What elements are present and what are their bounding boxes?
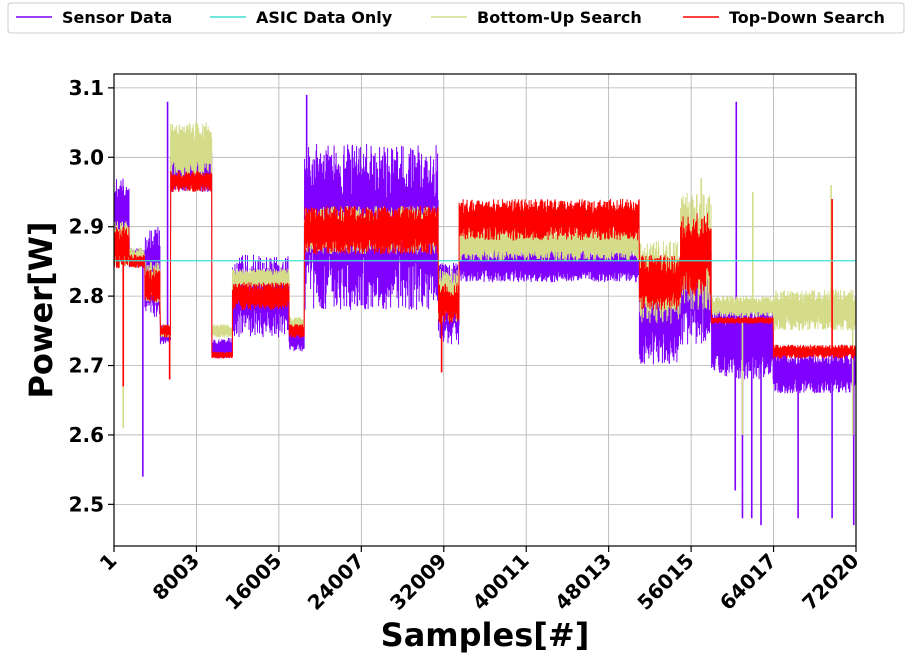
- x-tick-label: 56015: [632, 549, 698, 615]
- x-tick-label: 1: [95, 549, 122, 576]
- legend-box: [7, 2, 905, 34]
- legend-label-top-down-search: Top-Down Search: [729, 8, 885, 27]
- y-tick-label: 2.6: [69, 423, 104, 447]
- series-layer: [113, 94, 857, 526]
- x-tick-label: 32009: [385, 549, 451, 615]
- x-tick-label: 72020: [797, 549, 863, 615]
- series-band-top-down-search: [113, 171, 857, 359]
- x-axis-label: Samples[#]: [381, 616, 590, 654]
- x-tick-label: 48013: [550, 549, 616, 615]
- y-tick-label: 2.7: [69, 354, 104, 378]
- x-tick-label: 64017: [715, 549, 781, 615]
- legend-label-sensor-data: Sensor Data: [62, 8, 172, 27]
- x-tick-label: 16005: [220, 549, 286, 615]
- y-tick-label: 2.5: [69, 492, 104, 516]
- y-tick-label: 3.1: [69, 76, 104, 100]
- legend-label-asic-data-only: ASIC Data Only: [256, 8, 393, 27]
- x-tick-label: 8003: [148, 549, 204, 605]
- y-tick-label: 3.0: [69, 145, 104, 169]
- legend-label-bottom-up-search: Bottom-Up Search: [477, 8, 642, 27]
- legend: Sensor Data ASIC Data Only Bottom-Up Sea…: [7, 2, 905, 34]
- x-tick-label: 40011: [468, 549, 534, 615]
- x-tick-label: 24007: [303, 549, 369, 615]
- series-band-bottom-up-search: [113, 122, 857, 338]
- y-axis-label: Power[W]: [22, 221, 60, 398]
- y-tick-label: 2.8: [69, 284, 104, 308]
- plot-frame: [113, 73, 857, 547]
- y-tick-label: 2.9: [69, 215, 104, 239]
